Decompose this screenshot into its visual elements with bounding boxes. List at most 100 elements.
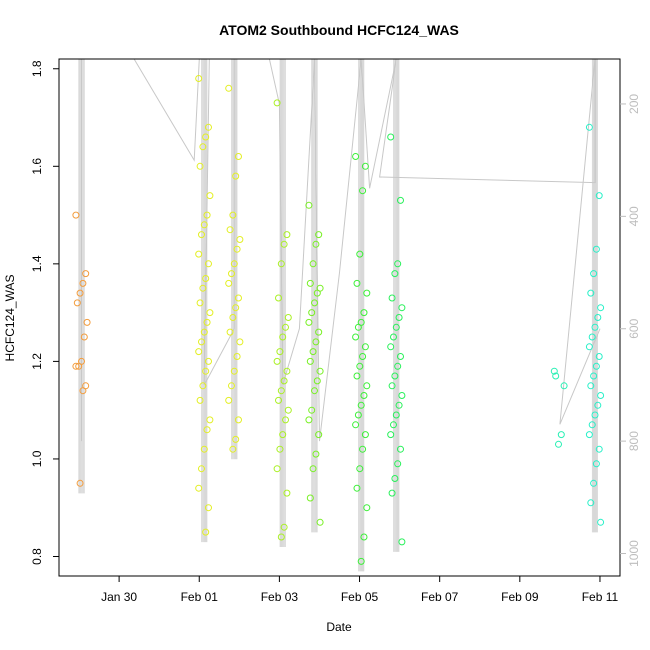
data-point <box>305 416 313 424</box>
data-point <box>76 479 84 487</box>
data-point <box>587 289 595 297</box>
x-tick-label: Jan 30 <box>101 590 137 604</box>
data-point <box>588 421 596 429</box>
data-point <box>363 289 371 297</box>
y-tick-label: 1.0 <box>30 450 44 467</box>
data-point <box>315 328 323 336</box>
data-point <box>276 445 284 453</box>
data-point <box>275 396 282 404</box>
data-point <box>392 323 400 331</box>
data-point <box>305 318 313 326</box>
data-point <box>200 221 208 229</box>
data-point <box>353 279 361 287</box>
data-point <box>398 304 406 312</box>
data-point <box>392 411 400 419</box>
y-tick-label: 1.4 <box>30 255 44 272</box>
altitude-track-line <box>81 58 601 442</box>
data-point <box>397 445 404 453</box>
data-point <box>195 484 203 492</box>
x-tick-label: Feb 03 <box>261 590 299 604</box>
data-point <box>203 318 211 326</box>
data-point <box>228 270 235 278</box>
data-point <box>595 445 603 453</box>
data-point <box>597 392 605 399</box>
data-point <box>309 465 317 473</box>
data-point <box>226 328 234 336</box>
data-point <box>284 314 292 321</box>
data-point <box>280 240 288 248</box>
data-point <box>390 333 397 341</box>
data-point <box>196 396 204 404</box>
data-point <box>282 416 289 424</box>
data-point <box>79 387 87 395</box>
data-point <box>72 211 80 219</box>
data-point <box>388 489 396 497</box>
data-point <box>195 250 203 258</box>
data-point <box>198 338 205 346</box>
data-point <box>316 367 324 375</box>
data-point <box>283 367 291 375</box>
data-point <box>225 396 233 404</box>
data-point <box>315 231 323 239</box>
x-tick-label: Feb 07 <box>421 590 459 604</box>
data-point <box>591 411 599 419</box>
y-tick-label: 0.8 <box>30 548 44 565</box>
data-point <box>398 392 406 399</box>
data-point <box>199 284 207 292</box>
data-point <box>203 211 211 219</box>
data-point <box>273 357 281 365</box>
data-point <box>594 314 602 321</box>
data-point <box>202 133 210 141</box>
data-point <box>200 328 208 336</box>
data-point <box>76 289 84 297</box>
data-point <box>360 533 368 541</box>
data-point <box>590 270 598 278</box>
data-point <box>273 99 281 107</box>
data-point <box>363 382 371 390</box>
data-point <box>387 133 395 141</box>
data-point <box>592 245 600 253</box>
data-point <box>235 416 242 424</box>
data-point <box>277 387 285 395</box>
data-point <box>199 143 207 151</box>
altitude-track-layer <box>78 58 601 572</box>
data-point <box>225 279 233 287</box>
data-point <box>557 431 565 439</box>
plot-frame <box>58 58 621 577</box>
data-point <box>203 426 211 434</box>
data-point <box>198 231 205 239</box>
data-point <box>306 279 314 287</box>
data-point <box>587 499 595 507</box>
data-point <box>83 318 91 326</box>
data-point <box>315 431 323 439</box>
data-point <box>280 523 288 531</box>
data-point <box>308 406 316 414</box>
data-point <box>311 299 318 307</box>
data-point <box>198 465 205 473</box>
data-point <box>395 401 403 409</box>
data-point <box>391 475 399 482</box>
data-point <box>550 367 558 375</box>
y-tick-label: 1.6 <box>30 158 44 175</box>
x-tick-label: Feb 01 <box>181 590 219 604</box>
data-point <box>206 192 214 200</box>
data-point <box>398 538 406 546</box>
data-point <box>352 153 360 160</box>
data-point <box>353 372 361 380</box>
data-point <box>352 333 360 341</box>
x-axis-label: Date <box>326 620 352 634</box>
data-point <box>205 123 212 131</box>
x-axis: Jan 30 Feb 01 Feb 03 Feb 05 Feb 07 Feb 09 Feb … <box>101 576 619 604</box>
data-point <box>592 460 600 468</box>
data-point <box>397 196 404 204</box>
data-point <box>394 460 402 468</box>
data-point <box>230 260 238 268</box>
data-point <box>196 299 204 307</box>
data-point <box>356 465 364 473</box>
x-tick-label: Feb 05 <box>341 590 379 604</box>
points-layer <box>72 75 605 565</box>
data-point <box>590 372 598 380</box>
data-point <box>202 275 210 282</box>
data-point <box>352 421 360 429</box>
data-point <box>597 518 605 526</box>
